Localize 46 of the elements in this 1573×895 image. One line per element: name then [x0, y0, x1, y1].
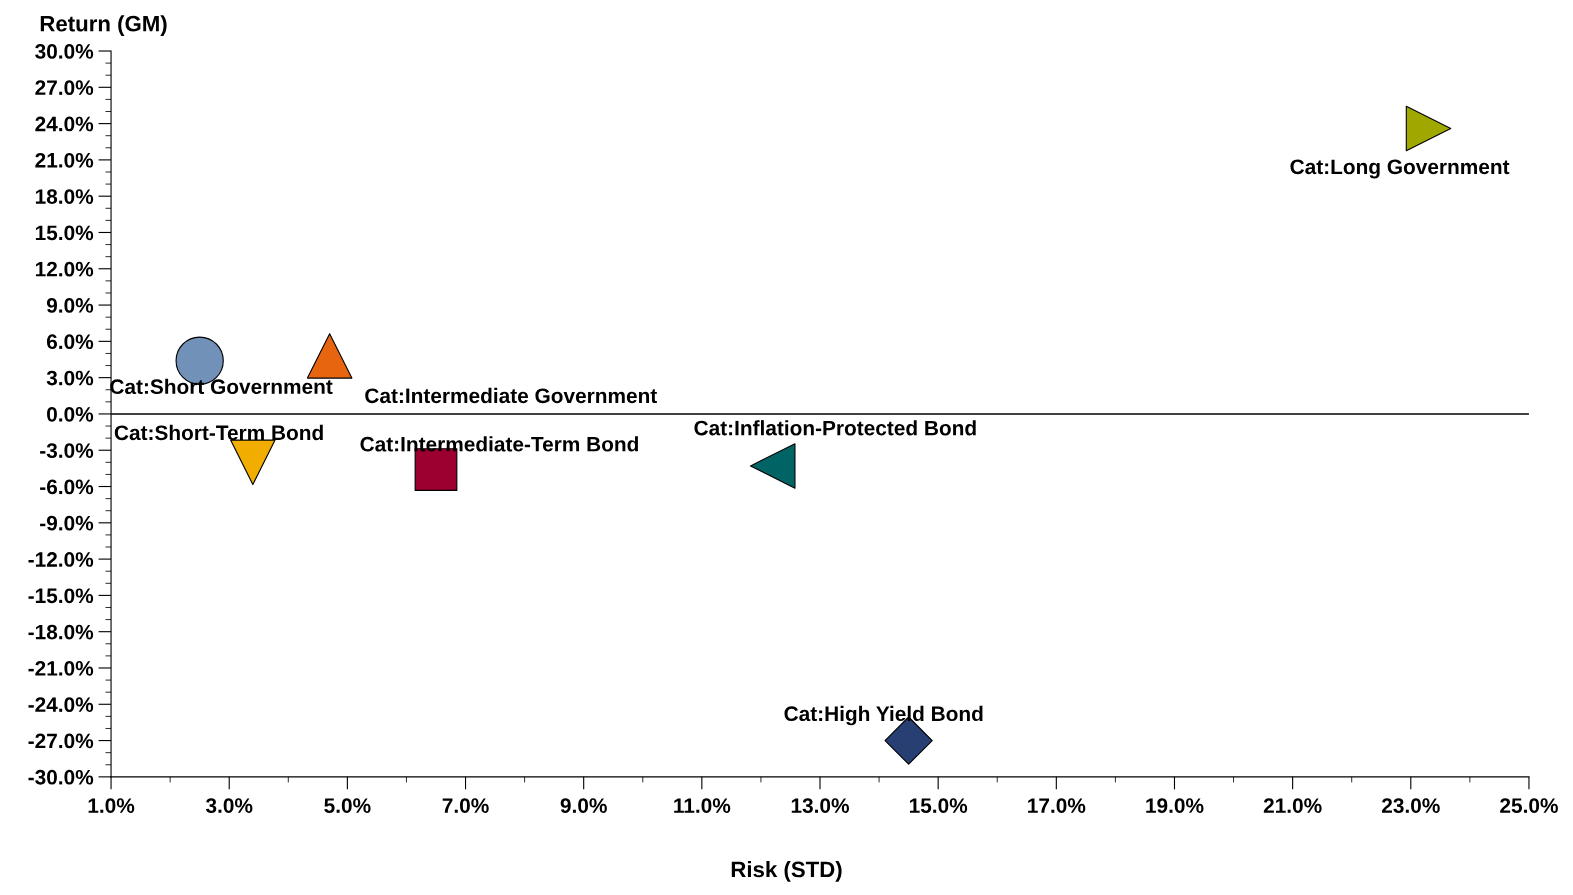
x-tick-label: 13.0% [791, 798, 849, 814]
y-tick-label: 15.0% [35, 225, 94, 241]
point [230, 439, 276, 486]
text: Cat:Intermediate-Term Bond [360, 436, 638, 452]
x-tick-label: 5.0% [324, 798, 371, 813]
x-axis-title: Risk (STD) [731, 861, 842, 882]
y-tick-label: -27.0% [28, 733, 94, 749]
x-tick-label: 23.0% [1381, 798, 1440, 814]
y-tick-label: -9.0% [40, 515, 94, 531]
y-tick-label: 18.0% [35, 189, 94, 204]
x-tick-label: 3.0% [205, 798, 253, 814]
x-tick-label: 25.0% [1500, 798, 1558, 813]
point [749, 443, 796, 489]
series-label: Cat:High Yield Bond [784, 705, 983, 726]
y-tick-label: 30.0% [35, 44, 94, 59]
y-tick-label: -15.0% [28, 588, 94, 604]
x-tick-label: 7.0% [442, 798, 489, 813]
x-tick-label: 17.0% [1028, 798, 1086, 813]
y-tick-label: -18.0% [28, 624, 94, 640]
x-tick-label: 1.0% [88, 798, 135, 813]
y-tick-label: -24.0% [28, 697, 94, 713]
y-tick-label: 6.0% [46, 334, 94, 350]
x-tick-label: 15.0% [909, 798, 968, 813]
y-tick-label: 12.0% [35, 261, 94, 277]
y-axis-title: Return (GM) [40, 15, 167, 36]
text: Cat:Inflation-Protected Bond [694, 420, 976, 436]
y-tick-label: 3.0% [46, 370, 94, 386]
series-label: Cat:Intermediate Government [365, 387, 657, 404]
x-tick-label: 19.0% [1146, 798, 1204, 813]
y-tick-label: 9.0% [46, 298, 94, 313]
x-tick-label: 21.0% [1263, 798, 1322, 813]
series-label: Cat:Short-Term Bond [114, 424, 323, 441]
series-label: Cat:Long Government [1290, 159, 1510, 179]
y-tick-label: 0.0% [47, 406, 94, 422]
x-tick-label: 9.0% [560, 798, 607, 813]
x-tick-label: 11.0% [674, 798, 731, 813]
y-tick-label: -21.0% [28, 660, 94, 676]
point [1405, 105, 1452, 152]
y-tick-label: 21.0% [35, 152, 94, 168]
y-tick-label: -3.0% [40, 443, 94, 459]
y-tick-label: -30.0% [28, 769, 94, 785]
y-tick-label: 27.0% [35, 80, 94, 96]
y-tick-label: 24.0% [35, 116, 94, 132]
y-tick-label: -6.0% [40, 479, 94, 495]
point [306, 333, 353, 379]
y-tick-label: -12.0% [28, 552, 94, 567]
